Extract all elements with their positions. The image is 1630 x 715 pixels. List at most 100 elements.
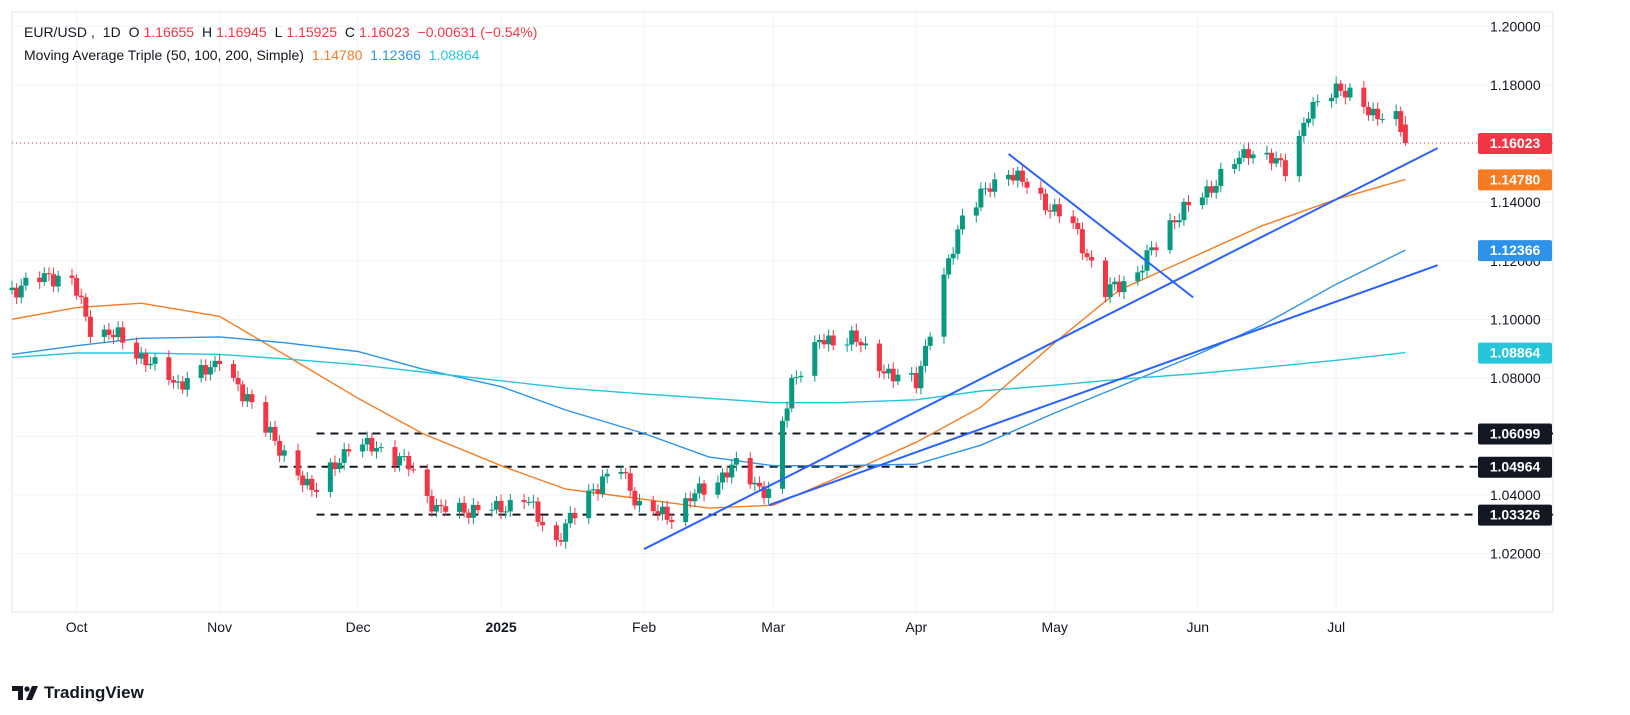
candle-body (955, 229, 961, 254)
candle-body (424, 469, 430, 496)
candle-body (1250, 154, 1256, 159)
candle-body (14, 287, 20, 298)
candle-body (314, 490, 320, 492)
candle-body (701, 483, 707, 495)
candle-body (987, 188, 993, 192)
candle-body (1370, 108, 1376, 116)
candle-body (1084, 253, 1090, 258)
candle-body (1365, 106, 1371, 116)
candle-body (392, 447, 398, 466)
candle-body (433, 504, 439, 512)
candle-body (120, 327, 126, 343)
candle-body (1218, 168, 1224, 186)
x-tick-label: 2025 (485, 619, 516, 635)
candle-body (1209, 186, 1215, 193)
candle-body (87, 316, 93, 337)
candle-body (535, 501, 541, 522)
candle-body (784, 408, 790, 421)
sma200-line (11, 351, 1406, 404)
x-tick-label: Nov (207, 619, 232, 635)
candle-body (983, 188, 989, 190)
candle-body (184, 378, 190, 390)
candle-body (51, 274, 57, 287)
candle-body (623, 471, 629, 474)
candle-body (729, 464, 735, 478)
candle-body (337, 462, 343, 470)
candle-body (876, 343, 882, 372)
candle-body (1342, 90, 1348, 98)
candle-body (627, 473, 633, 491)
candle-body (1153, 247, 1159, 251)
x-tick-label: Dec (346, 619, 371, 635)
candle-body (41, 273, 47, 283)
candle-body (724, 472, 730, 478)
candle-body (143, 353, 149, 366)
candle-body (1338, 83, 1344, 91)
x-tick-label: Oct (66, 619, 88, 635)
ma100-legend-value: 1.12366 (370, 47, 421, 63)
candle-body (37, 277, 43, 283)
candle-body (83, 297, 89, 317)
x-tick-label: Apr (905, 619, 927, 635)
price-axis-label: 1.04964 (1490, 459, 1541, 475)
candle-body (1199, 197, 1205, 206)
candle-body (438, 504, 444, 507)
candle-body (410, 469, 416, 471)
candle-body (1042, 193, 1048, 211)
candle-body (1006, 174, 1012, 180)
price-axis-label: 1.14780 (1490, 171, 1541, 187)
candle-body (1015, 170, 1021, 181)
candle-body (1135, 272, 1141, 282)
candle-body (918, 365, 924, 389)
tradingview-logo[interactable]: TradingView (12, 683, 144, 703)
candle-body (1301, 122, 1307, 137)
candle-body (9, 287, 15, 291)
candle-body (244, 394, 250, 402)
candle-body (563, 523, 569, 542)
candle-body (572, 512, 578, 519)
high-label: H (201, 24, 213, 40)
candle-body (752, 482, 758, 485)
candle-body (397, 456, 403, 466)
candle-body (1116, 281, 1122, 293)
candle-body (586, 490, 592, 519)
symbol-name[interactable]: EUR/USD (24, 24, 88, 40)
candle-body (858, 341, 864, 346)
candle-body (521, 500, 527, 503)
indicator-name[interactable]: Moving Average Triple (50, 100, 200, Sim… (24, 47, 304, 63)
candle-body (978, 188, 984, 208)
candle-body (1052, 204, 1058, 212)
candle-body (895, 374, 901, 382)
candle-body (1213, 185, 1219, 193)
candle-body (720, 472, 726, 483)
x-tick-label: Feb (632, 619, 656, 635)
candle-body (277, 440, 283, 456)
candle-body (604, 473, 610, 477)
candle-body (267, 426, 273, 433)
candle-body (373, 448, 379, 452)
price-axis-label: 1.12366 (1490, 242, 1541, 258)
candle-body (341, 449, 347, 463)
candle-body (281, 450, 287, 456)
price-axis-label-box (1478, 456, 1552, 478)
candle-body (134, 342, 140, 359)
ma200-legend-value: 1.08864 (428, 47, 480, 63)
candle-body (812, 342, 818, 376)
indicator-legend: Moving Average Triple (50, 100, 200, Sim… (24, 47, 483, 63)
candle-body (1361, 87, 1367, 107)
price-axis-label-box (1478, 504, 1552, 526)
candle-body (664, 506, 670, 520)
price-axis-label-box (1478, 169, 1552, 191)
candle-body (111, 334, 117, 338)
trendline (643, 147, 1439, 550)
y-tick-label: 1.18000 (1490, 77, 1541, 93)
sma50-line (11, 178, 1406, 509)
candle-body (973, 207, 979, 216)
candle-body (1269, 152, 1275, 164)
price-axis-label: 1.16023 (1490, 135, 1541, 151)
interval-label[interactable]: 1D (102, 24, 121, 40)
trendline (768, 264, 1438, 507)
candle-body (457, 502, 463, 512)
candle-body (756, 482, 762, 487)
